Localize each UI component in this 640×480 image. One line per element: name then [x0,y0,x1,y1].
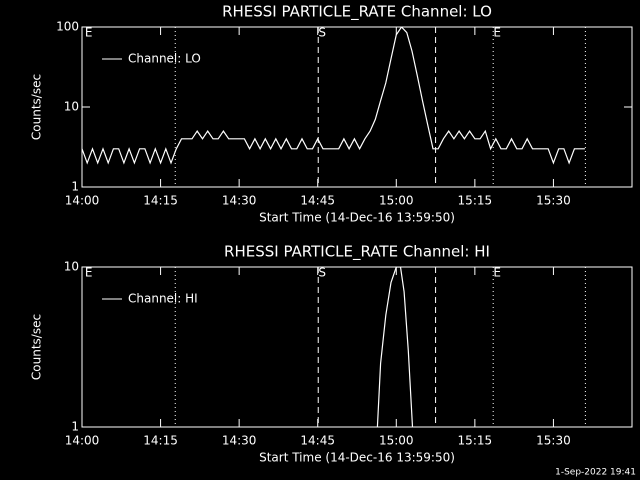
x-tick-label: 15:30 [536,434,571,448]
x-tick-label: 15:15 [458,434,493,448]
annotation: E [85,26,93,40]
y-axis-label: Counts/sec [30,74,44,140]
x-tick-label: 14:45 [300,434,335,448]
x-tick-label: 14:45 [300,194,335,208]
y-tick-label: 1 [71,420,79,434]
chart-title: RHESSI PARTICLE_RATE Channel: LO [222,3,492,22]
y-axis-label: Counts/sec [30,314,44,380]
x-tick-label: 14:00 [65,194,100,208]
y-tick-label: 1 [71,180,79,194]
x-tick-label: 15:00 [379,194,414,208]
x-tick-label: 14:15 [143,434,178,448]
annotation: E [493,266,501,280]
chart-title: RHESSI PARTICLE_RATE Channel: HI [224,243,490,262]
x-axis-label: Start Time (14-Dec-16 13:59:50) [259,211,455,225]
data-line [376,267,414,427]
x-tick-label: 14:00 [65,434,100,448]
y-tick-label: 10 [64,260,79,274]
x-tick-label: 15:15 [458,194,493,208]
x-tick-label: 14:15 [143,194,178,208]
legend-label: Channel: LO [128,52,201,66]
legend-label: Channel: HI [128,292,198,306]
x-tick-label: 15:30 [536,194,571,208]
annotation: S [318,266,326,280]
annotation: E [493,26,501,40]
annotation: S [318,26,326,40]
x-axis-label: Start Time (14-Dec-16 13:59:50) [259,451,455,465]
x-tick-label: 14:30 [222,194,257,208]
plot-frame [81,266,633,428]
y-tick-label: 100 [56,20,79,34]
y-tick-label: 10 [64,100,79,114]
data-line [82,27,585,165]
x-tick-label: 14:30 [222,434,257,448]
annotation: E [85,266,93,280]
footer: 1-Sep-2022 19:41 [555,468,636,478]
x-tick-label: 15:00 [379,434,414,448]
